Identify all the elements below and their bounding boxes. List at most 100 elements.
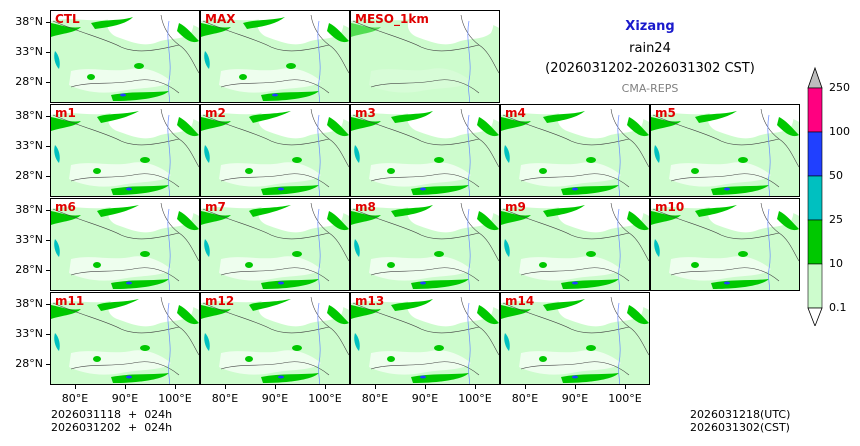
panel-m12: m12: [200, 292, 350, 385]
heavy-rain-spot: [572, 187, 578, 191]
moderate-rain-band: [477, 305, 499, 325]
moderate-rain-band: [651, 117, 681, 131]
moderate-rain-band: [543, 111, 585, 123]
moderate-rain-band: [51, 305, 81, 319]
heavy-rain-spot: [54, 145, 60, 163]
moderate-rain-spot: [586, 251, 596, 257]
colorbar-bin-100: [807, 131, 823, 177]
lat-tick: [46, 176, 50, 177]
lat-tick: [46, 146, 50, 147]
lon-label-col2: 90°E: [261, 392, 289, 405]
panel-m9: m9: [500, 198, 650, 291]
moderate-rain-spot: [292, 345, 302, 351]
footer-valid-utc: 2026031218(UTC): [690, 408, 791, 421]
moderate-rain-band: [249, 205, 291, 217]
moderate-rain-spot: [539, 262, 547, 268]
period-title: (2026031202-2026031302 CST): [545, 61, 755, 76]
heavy-rain-spot: [204, 333, 210, 351]
lat-label-row2: 28°N: [15, 169, 43, 182]
lat-tick: [46, 82, 50, 83]
province-boundary: [520, 173, 630, 188]
moderate-rain-spot: [434, 157, 444, 163]
moderate-rain-band: [711, 279, 769, 289]
province-boundary: [502, 208, 649, 262]
moderate-rain-spot: [93, 262, 101, 268]
precip-map: [201, 12, 349, 102]
colorbar-bin-50: [807, 175, 823, 221]
province-boundary: [370, 79, 480, 94]
lat-label-row4: 38°N: [15, 297, 43, 310]
heavy-rain-spot: [654, 239, 660, 257]
moderate-rain-band: [501, 211, 531, 225]
moderate-rain-band: [627, 211, 649, 231]
river-line: [317, 302, 321, 384]
precip-map: [351, 200, 499, 290]
dry-area: [407, 12, 494, 45]
province-boundary: [352, 208, 499, 262]
moderate-rain-band: [695, 111, 737, 123]
province-boundary: [202, 208, 349, 262]
moderate-rain-spot: [387, 168, 395, 174]
dry-area-south: [69, 162, 171, 187]
precip-map: [351, 294, 499, 384]
moderate-rain-band: [97, 299, 139, 311]
panel-label: m12: [205, 294, 235, 308]
moderate-rain-spot: [140, 157, 150, 163]
lon-tick: [325, 385, 326, 389]
lon-label-col4: 100°E: [608, 392, 642, 405]
dry-area-south: [369, 350, 471, 375]
dry-area-south: [369, 162, 471, 187]
river-line: [767, 114, 771, 196]
panel-ctl: CTL: [50, 10, 200, 103]
province-boundary: [220, 173, 330, 188]
river-line: [467, 208, 471, 290]
heavy-rain-spot: [204, 239, 210, 257]
moderate-rain-band: [501, 117, 531, 131]
province-boundary: [70, 267, 180, 282]
dry-area-south: [369, 68, 471, 93]
moderate-rain-band: [201, 23, 231, 37]
province-boundary: [670, 267, 780, 282]
panel-label: MAX: [205, 12, 236, 26]
moderate-rain-spot: [434, 251, 444, 257]
moderate-rain-band: [411, 185, 469, 195]
moderate-rain-band: [351, 117, 381, 131]
moderate-rain-band: [501, 305, 531, 319]
province-boundary: [370, 173, 480, 188]
heavy-rain-spot: [504, 333, 510, 351]
lat-label-row4: 28°N: [15, 357, 43, 370]
province-boundary: [502, 114, 649, 168]
moderate-rain-band: [391, 299, 433, 311]
heavy-rain-spot: [724, 281, 730, 285]
colorbar-bin-25: [807, 219, 823, 265]
moderate-rain-band: [561, 185, 619, 195]
lon-tick: [125, 385, 126, 389]
heavy-rain-spot: [278, 187, 284, 191]
panel-m7: m7: [200, 198, 350, 291]
river-line: [167, 114, 171, 196]
lat-label-row1: 38°N: [15, 15, 43, 28]
moderate-rain-band: [91, 17, 133, 29]
panel-label: m5: [655, 106, 676, 120]
heavy-rain-spot: [420, 375, 426, 379]
province-boundary: [352, 302, 499, 356]
moderate-rain-band: [327, 305, 349, 325]
moderate-rain-spot: [387, 356, 395, 362]
moderate-rain-band: [243, 17, 285, 29]
province-boundary: [352, 20, 499, 74]
panel-m1: m1: [50, 104, 200, 197]
lat-label-row3: 28°N: [15, 263, 43, 276]
panel-m8: m8: [350, 198, 500, 291]
moderate-rain-band: [111, 279, 169, 289]
heavy-rain-spot: [272, 93, 278, 97]
dry-area: [107, 12, 194, 45]
moderate-rain-spot: [586, 345, 596, 351]
river-line: [617, 208, 621, 290]
moderate-rain-band: [543, 205, 585, 217]
colorbar-label-250: 250: [829, 81, 850, 94]
moderate-rain-spot: [93, 356, 101, 362]
moderate-rain-band: [201, 117, 231, 131]
province-boundary: [52, 302, 199, 356]
panel-label: m8: [355, 200, 376, 214]
colorbar-bin-250: [807, 87, 823, 133]
